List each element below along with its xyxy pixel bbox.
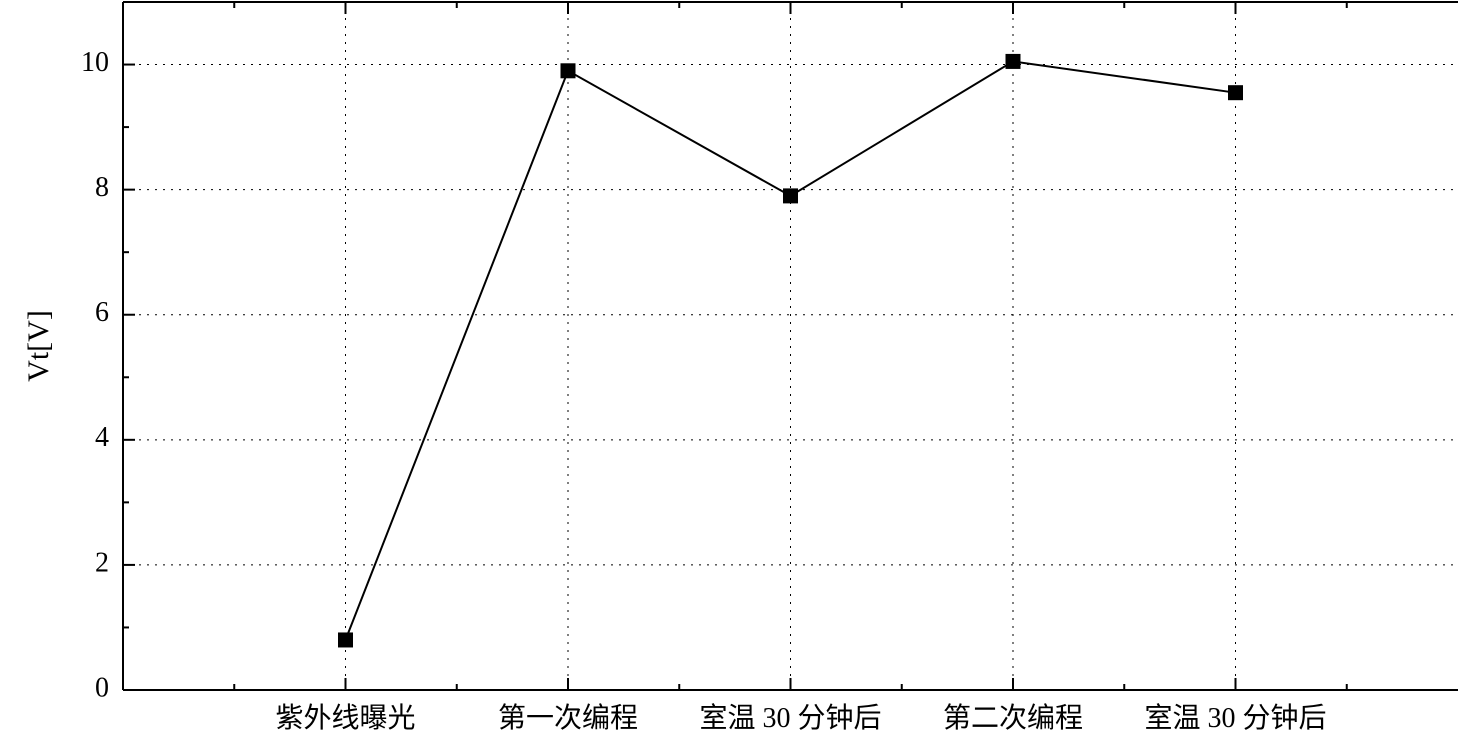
data-marker <box>784 189 798 203</box>
ytick-label: 6 <box>95 297 109 328</box>
xtick-label: 第一次编程 <box>498 702 638 734</box>
ytick-label: 0 <box>95 672 109 703</box>
ytick-label: 8 <box>95 172 109 203</box>
xtick-label: 紫外线曝光 <box>275 702 415 734</box>
xtick-label: 室温 30 分钟后 <box>1144 702 1326 734</box>
data-marker <box>1006 54 1020 68</box>
y-axis-label: Vt[V] <box>22 310 55 382</box>
xtick-label: 第二次编程 <box>943 702 1083 734</box>
xtick-label: 室温 30 分钟后 <box>699 702 881 734</box>
plot-background <box>0 0 1460 750</box>
ytick-label: 4 <box>95 422 109 453</box>
ytick-label: 10 <box>81 47 109 78</box>
line-chart: 0 2 4 6 8 10 紫外线曝光 第一次编程 室温 30 分钟后 第二次编程 室温 30 分钟后… <box>0 0 1460 750</box>
data-marker <box>561 64 575 78</box>
data-marker <box>339 633 353 647</box>
data-marker <box>1229 86 1243 100</box>
chart-container: 0 2 4 6 8 10 紫外线曝光 第一次编程 室温 30 分钟后 第二次编程 室温 30 分钟后… <box>0 0 1460 750</box>
ytick-label: 2 <box>95 547 109 578</box>
